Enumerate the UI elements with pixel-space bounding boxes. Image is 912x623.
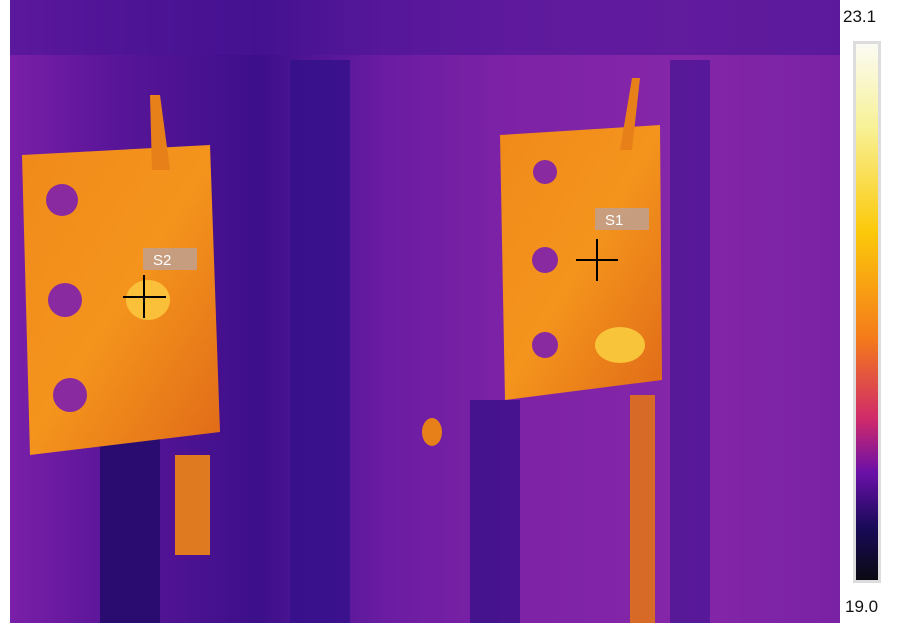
spot-marker: S2	[123, 248, 197, 318]
color-scale: 23.1 19.0	[843, 7, 881, 616]
thermal-image	[10, 0, 840, 623]
scale-max: 23.1	[843, 7, 876, 26]
spot-label: S1	[605, 212, 623, 229]
spot-label: S2	[153, 252, 171, 269]
scale-min: 19.0	[845, 597, 878, 616]
spot-marker: S1	[576, 208, 649, 281]
